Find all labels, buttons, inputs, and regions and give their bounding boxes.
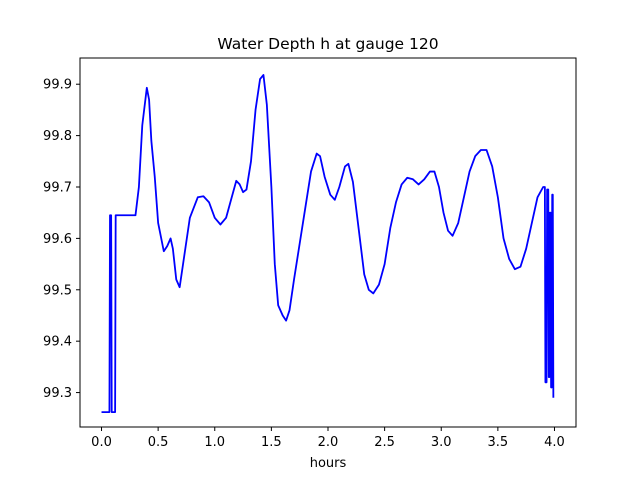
x-tick-label: 2.5 [374,435,395,450]
plot-frame [79,57,577,428]
x-tick-label: 0.5 [148,435,169,450]
y-tick-label: 99.5 [43,283,72,298]
y-axis-ticks: 99.3 99.4 99.5 99.6 99.7 99.8 99.9 [43,78,80,401]
x-tick-label: 1.5 [261,435,282,450]
y-tick-label: 99.6 [43,232,72,247]
plot-background [80,58,576,427]
y-tick-label: 99.9 [43,78,72,93]
chart-title: Water Depth h at gauge 120 [217,35,438,53]
x-tick-label: 2.0 [318,435,339,450]
x-tick-label: 1.0 [204,435,225,450]
y-tick-label: 99.3 [43,386,72,401]
x-tick-label: 0.0 [91,435,112,450]
x-axis-label: hours [310,456,347,471]
y-tick-label: 99.4 [43,335,72,350]
x-tick-label: 3.0 [431,435,452,450]
x-tick-label: 3.5 [488,435,509,450]
series-line-0 [101,74,555,413]
y-tick-label: 99.7 [43,180,72,195]
x-tick-label: 4.0 [544,435,565,450]
y-tick-label: 99.8 [43,129,72,144]
series-layer [101,74,555,413]
x-axis-ticks: 0.0 0.5 1.0 1.5 2.0 2.5 3.0 3.5 4.0 [91,427,565,450]
